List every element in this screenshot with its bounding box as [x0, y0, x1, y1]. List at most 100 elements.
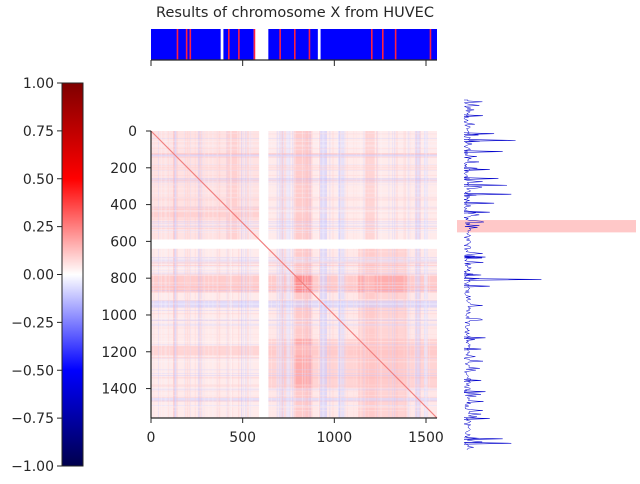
- y-tick-label: 0: [128, 124, 137, 140]
- heatmap-texture: [159, 131, 161, 418]
- heatmap-texture: [151, 387, 437, 389]
- heatmap-texture: [151, 348, 437, 350]
- heatmap-texture: [151, 179, 437, 181]
- heatmap-texture: [151, 299, 437, 301]
- heatmap-texture: [343, 131, 345, 418]
- heatmap-texture: [151, 231, 437, 233]
- heatmap-texture: [424, 131, 426, 418]
- heatmap-texture: [151, 357, 437, 359]
- heatmap-texture: [332, 131, 334, 418]
- colorbar-tick-label: −1.00: [11, 459, 54, 475]
- heatmap-stripe: [319, 131, 327, 418]
- heatmap-texture: [151, 300, 437, 302]
- heatmap-texture: [340, 131, 342, 418]
- heatmap-texture: [151, 196, 437, 198]
- heatmap-texture: [151, 210, 437, 212]
- chart-title: Results of chromosome X from HUVEC: [156, 5, 434, 21]
- top-track: [150, 29, 437, 66]
- heatmap-gap: [259, 131, 269, 418]
- heatmap-texture: [388, 131, 390, 418]
- top-track-mark: [371, 29, 373, 60]
- right-track-peak: [463, 379, 482, 382]
- heatmap-texture: [249, 131, 251, 418]
- heatmap-texture: [151, 188, 437, 190]
- heatmap-texture: [407, 131, 409, 418]
- heatmap-texture: [304, 131, 306, 418]
- heatmap-texture: [175, 131, 177, 418]
- x-tick-label: 1500: [408, 430, 444, 446]
- heatmap-texture: [151, 153, 437, 155]
- heatmap-texture: [415, 131, 417, 418]
- heatmap-texture: [270, 131, 272, 418]
- heatmap-stripe: [338, 131, 344, 418]
- heatmap-texture: [151, 375, 437, 377]
- heatmap-texture: [242, 131, 244, 418]
- heatmap-texture: [151, 229, 437, 231]
- heatmap-texture: [189, 131, 191, 418]
- colorbar-ticks: 1.00 0.75 0.50 0.25 0.00 −0.25 −0.50 −0.75 −1.00: [11, 76, 62, 475]
- heatmap-texture: [408, 131, 410, 418]
- heatmap-texture: [151, 284, 437, 286]
- heatmap-texture: [377, 131, 379, 418]
- heatmap-texture: [279, 131, 281, 418]
- y-tick-label: 1200: [101, 345, 137, 361]
- heatmap-texture: [184, 131, 185, 418]
- heatmap-texture: [160, 131, 162, 418]
- heatmap-texture: [151, 361, 437, 363]
- heatmap-texture: [151, 218, 437, 220]
- heatmap-texture: [365, 131, 367, 418]
- heatmap-texture: [151, 156, 437, 158]
- right-track-highlight: [457, 220, 636, 233]
- heatmap-stripe: [424, 131, 428, 418]
- heatmap-texture: [363, 131, 365, 418]
- heatmap-texture: [151, 139, 437, 141]
- right-track-peak: [463, 417, 490, 420]
- heatmap-texture: [322, 131, 324, 418]
- heatmap-texture: [151, 384, 437, 386]
- heatmap-texture: [151, 272, 437, 274]
- heatmap-texture: [287, 131, 289, 418]
- heatmap-texture: [151, 341, 437, 343]
- heatmap-texture: [151, 320, 437, 322]
- heatmap-texture: [151, 226, 437, 228]
- heatmap-texture: [376, 131, 378, 418]
- heatmap-texture: [282, 131, 284, 418]
- heatmap-texture: [246, 131, 248, 418]
- heatmap-texture: [289, 131, 291, 418]
- heatmap-texture: [419, 131, 421, 418]
- heatmap-texture: [410, 131, 412, 418]
- heatmap-texture: [151, 258, 437, 260]
- heatmap-texture: [151, 260, 437, 262]
- heatmap-texture: [199, 131, 201, 418]
- heatmap-texture: [345, 131, 347, 418]
- heatmap-texture: [151, 261, 437, 263]
- heatmap-texture: [151, 396, 437, 398]
- heatmap-texture: [151, 154, 437, 156]
- heatmap-texture: [151, 168, 437, 170]
- heatmap-texture: [151, 169, 437, 171]
- heatmap-texture: [404, 131, 406, 418]
- right-track-peak: [463, 347, 482, 351]
- heatmap-texture: [151, 165, 437, 167]
- heatmap-texture: [151, 262, 437, 264]
- heatmap-texture: [151, 345, 437, 347]
- heatmap-texture: [203, 131, 205, 418]
- y-tick-label: 1400: [101, 382, 137, 398]
- heatmap-texture: [151, 184, 437, 186]
- heatmap-texture: [151, 183, 437, 185]
- top-track-mark: [429, 29, 432, 60]
- right-track-peak: [463, 336, 486, 340]
- heatmap-texture: [367, 131, 369, 418]
- colorbar-tick-label: −0.75: [11, 411, 54, 427]
- heatmap-texture: [151, 372, 437, 374]
- heatmap-texture: [151, 323, 437, 325]
- heatmap-texture: [169, 131, 171, 418]
- x-tick-label: 500: [229, 430, 256, 446]
- heatmap-texture: [174, 131, 176, 418]
- heatmap-texture: [151, 261, 437, 263]
- heatmap-texture: [305, 131, 307, 418]
- heatmap-texture: [280, 131, 282, 418]
- heatmap-texture: [185, 131, 187, 418]
- right-track-peak: [463, 193, 512, 196]
- heatmap-texture: [151, 310, 437, 312]
